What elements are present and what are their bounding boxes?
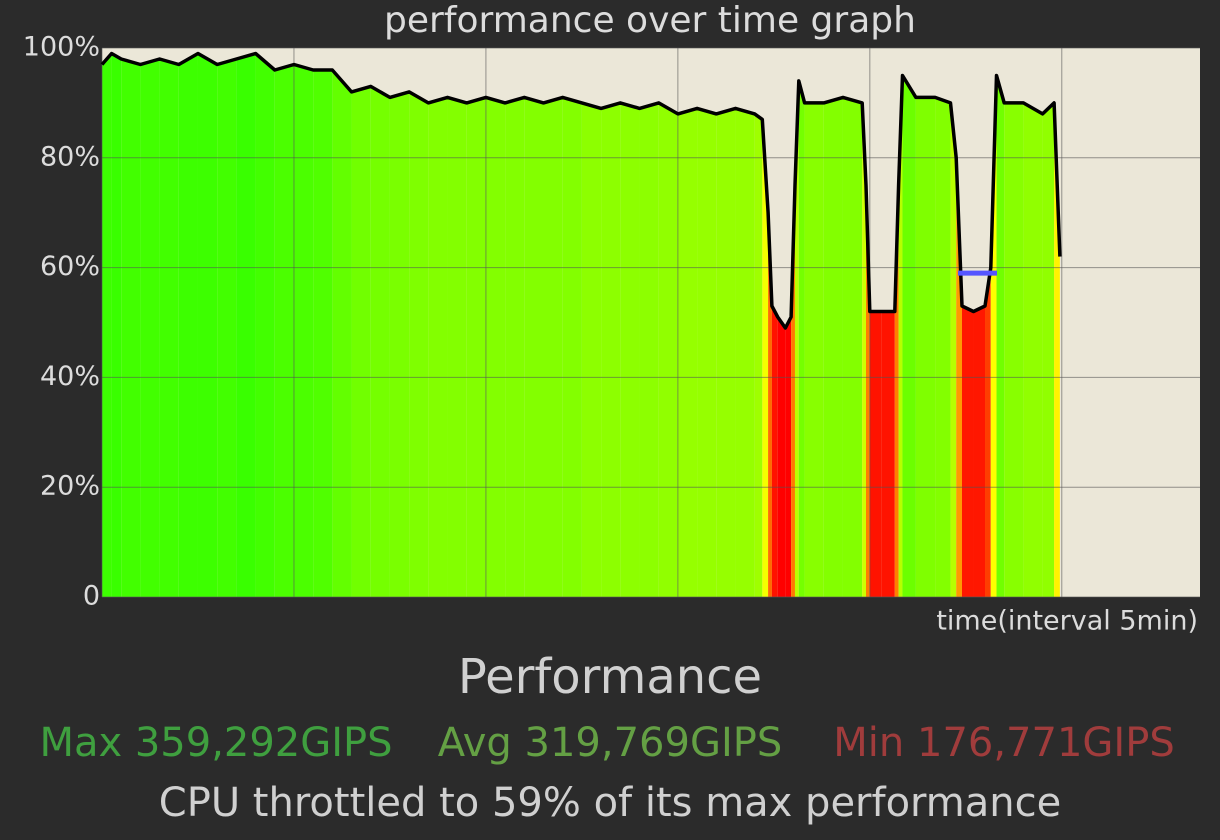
area-segment: [159, 58, 179, 598]
area-segment: [111, 53, 122, 598]
area-segment: [620, 102, 640, 598]
stat: Min 176,771GIPS: [833, 720, 1174, 766]
area-segment: [881, 311, 895, 597]
area-segment: [562, 97, 582, 597]
area-segment: [869, 311, 882, 597]
area-segment: [915, 97, 936, 597]
area-segment: [973, 306, 986, 597]
area-segment: [639, 102, 659, 598]
area-segment: [274, 64, 294, 598]
area-segment: [293, 64, 314, 598]
area-segment: [677, 108, 698, 597]
area-segment: [804, 102, 824, 598]
area-segment: [543, 97, 563, 597]
area-segment: [1023, 102, 1043, 598]
area-segment: [332, 69, 352, 597]
area-segment: [961, 306, 974, 597]
x-axis-label: time(interval 5min): [936, 606, 1198, 637]
area-segment: [935, 97, 951, 597]
area-segment: [823, 97, 843, 597]
area-segment: [785, 317, 792, 597]
area-segment: [1042, 102, 1055, 598]
area-segment: [754, 113, 763, 597]
area-segment: [996, 75, 1005, 597]
area-segment: [389, 91, 410, 598]
area-segment: [447, 97, 467, 597]
stat: Max 359,292GIPS: [39, 720, 392, 766]
area-segment: [524, 97, 544, 597]
area-segment: [485, 97, 506, 597]
y-tick-label: 40%: [40, 361, 100, 392]
area-segment: [255, 53, 275, 598]
area-segment: [716, 108, 736, 597]
area-segment: [735, 108, 755, 597]
area-segment: [862, 102, 866, 598]
area-segment: [950, 102, 957, 598]
area-segment: [990, 75, 997, 597]
area-segment: [236, 53, 256, 598]
area-segment: [601, 102, 621, 598]
area-segment: [102, 53, 112, 598]
stat: Avg 319,769GIPS: [438, 720, 783, 766]
area-segment: [217, 58, 237, 598]
area-segment: [902, 75, 916, 597]
area-segment: [1004, 102, 1024, 598]
area-segment: [771, 306, 778, 597]
area-segment: [985, 267, 991, 597]
y-tick-label: 60%: [40, 251, 100, 282]
area-segment: [313, 69, 333, 597]
y-tick-label: 100%: [23, 32, 100, 63]
summary: CPU throttled to 59% of its max performa…: [159, 780, 1061, 826]
chart-title: performance over time graph: [384, 0, 916, 41]
area-segment: [505, 97, 525, 597]
area-segment: [842, 97, 863, 597]
area-segment: [121, 58, 141, 598]
area-segment: [370, 86, 390, 598]
area-segment: [178, 53, 198, 598]
area-segment: [768, 212, 772, 597]
area-segment: [697, 108, 717, 597]
area-segment: [798, 80, 805, 597]
y-tick-label: 20%: [40, 471, 100, 502]
area-segment: [658, 102, 678, 598]
area-segment: [466, 97, 486, 597]
area-segment: [140, 58, 160, 598]
area-segment: [197, 53, 218, 598]
area-segment: [762, 119, 769, 598]
performance-line: [100, 51, 1062, 330]
area-segment: [777, 317, 786, 597]
heading: Performance: [458, 649, 762, 705]
area-segment: [351, 86, 371, 598]
area-segment: [428, 97, 448, 597]
y-tick-label: 0: [83, 581, 100, 612]
area-segment: [409, 91, 429, 598]
y-tick-label: 80%: [40, 141, 100, 172]
area-segment: [581, 102, 602, 598]
